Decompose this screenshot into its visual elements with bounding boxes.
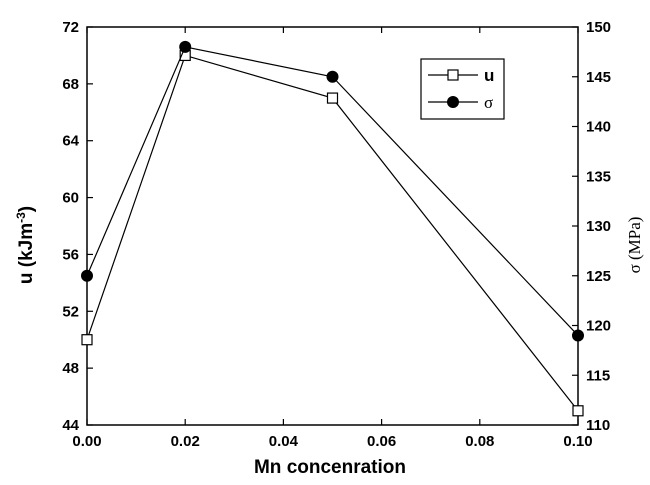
legend-sigma-marker: [447, 96, 459, 108]
right-y-tick-label: 125: [586, 268, 611, 285]
x-axis-title: Mn concenration: [254, 457, 406, 478]
right-y-tick-label: 120: [586, 318, 611, 335]
left-axis-title-sup: -3: [14, 212, 28, 223]
sigma-point: [179, 40, 192, 53]
left-y-tick-label: 64: [62, 133, 79, 150]
right-y-tick-label: 150: [586, 19, 611, 36]
series-line-u: [86, 54, 579, 412]
u-point: [326, 92, 339, 104]
left-y-tick-label: 52: [62, 303, 79, 320]
legend-u-marker: [447, 69, 459, 81]
x-tick-label: 0.08: [465, 433, 494, 450]
ticks-layer: 0.00 0.02 0.04 0.06 0.08 0.10 44 48 52 56 60 64 68 72…: [62, 19, 611, 450]
x-tick-label: 0.02: [171, 433, 200, 450]
left-y-tick-label: 48: [62, 360, 79, 377]
right-y-tick-label: 140: [586, 119, 611, 136]
x-tick-label: 0.04: [269, 433, 299, 450]
right-axis-title: σ (MPa): [625, 217, 644, 274]
right-y-tick-label: 115: [586, 367, 610, 384]
left-y-tick-label: 68: [62, 76, 79, 93]
left-y-tick-label: 72: [62, 19, 79, 36]
left-axis-title: u (kJm-3): [14, 206, 37, 284]
legend-sigma-label: σ: [484, 93, 493, 112]
series-layer: [81, 40, 584, 417]
x-tick-label: 0.06: [367, 433, 396, 450]
x-tick-label: 0.00: [72, 433, 101, 450]
left-axis-title-close: ): [16, 206, 37, 212]
sigma-point: [81, 269, 93, 282]
right-y-tick-label: 130: [586, 218, 611, 235]
legend-u-label: u: [484, 66, 494, 85]
left-y-tick-label: 60: [62, 190, 79, 207]
sigma-point: [572, 329, 584, 342]
right-y-tick-label: 110: [586, 417, 610, 434]
left-axis-title-main: u (kJm: [16, 223, 37, 284]
series-line-sigma: [86, 46, 579, 336]
u-point: [81, 334, 93, 346]
left-y-tick-label: 56: [62, 246, 79, 263]
right-y-tick-label: 145: [586, 69, 611, 86]
legend-box: [420, 58, 505, 120]
left-y-tick-label: 44: [62, 417, 79, 434]
sigma-point: [326, 70, 339, 83]
right-y-tick-label: 135: [586, 168, 611, 185]
u-point: [572, 405, 584, 417]
x-tick-label: 0.10: [563, 433, 592, 450]
legend: u σ: [420, 58, 505, 120]
